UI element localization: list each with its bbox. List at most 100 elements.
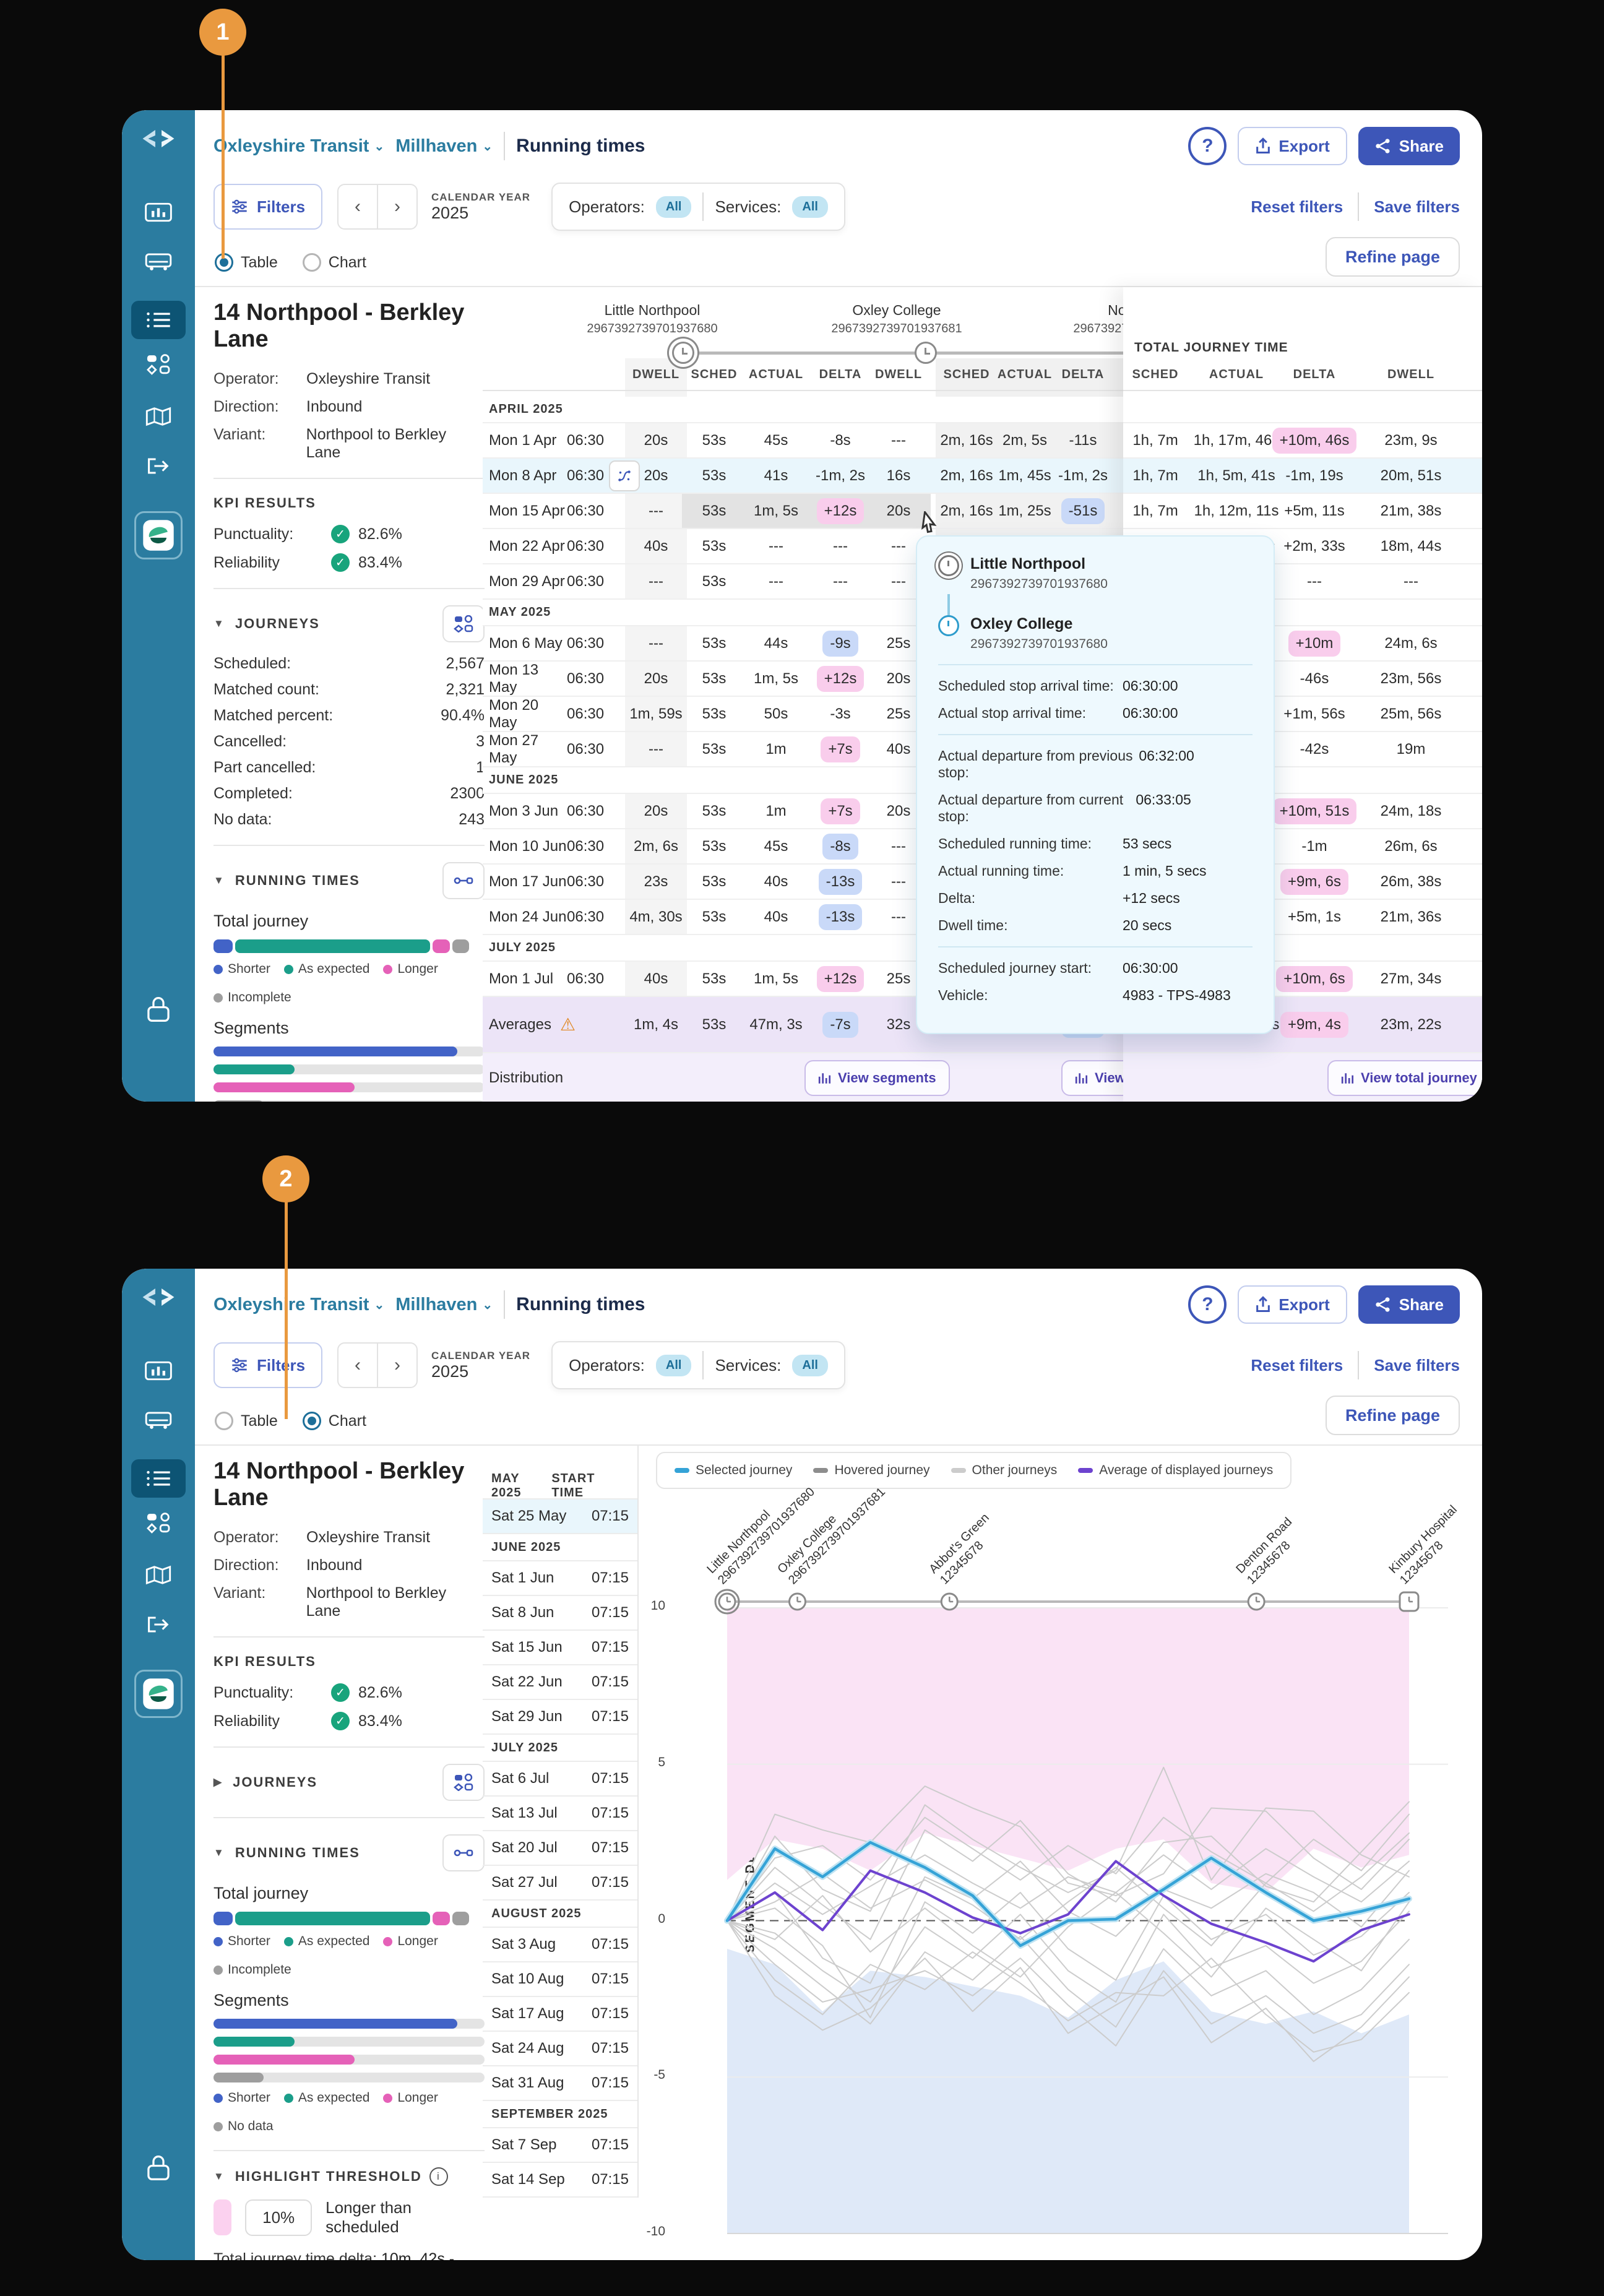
lock-icon[interactable] [122,2154,195,2182]
table-cell[interactable]: 2m, 16s [940,502,993,519]
prev-period-button[interactable]: ‹ [338,1344,379,1387]
journey-date-item[interactable]: Sat 10 Aug 07:15 [483,1962,637,1997]
table-cell[interactable]: 20s [644,431,668,449]
table-cell[interactable]: -1m, 2s [1058,467,1108,484]
journey-date[interactable]: Mon 10 Jun [489,837,567,855]
journey-date-item[interactable]: Sat 14 Sep 07:15 [483,2163,637,2198]
journey-date[interactable]: Mon 1 Apr [489,431,557,449]
journey-date[interactable]: Mon 15 Apr [489,502,565,519]
journey-date[interactable]: Mon 13 May [489,661,539,696]
list-icon[interactable] [122,1459,195,1498]
journey-date[interactable]: Mon 20 May [489,696,539,731]
operator-menu[interactable]: Oxleyshire Transit ⌄ [213,136,385,156]
table-cell[interactable]: 53s [702,970,727,987]
journeys-matrix-button[interactable] [442,605,485,642]
journey-date-item[interactable]: Sat 8 Jun 07:15 [483,1596,637,1631]
journey-date[interactable]: Mon 1 Jul [489,970,554,987]
table-cell[interactable]: -1m, 2s [815,467,865,484]
refine-page-button[interactable]: Refine page [1325,1396,1460,1435]
services-all-chip[interactable]: All [792,1354,828,1376]
table-cell[interactable]: 23m, 22s [1380,1016,1442,1033]
filters-button[interactable]: Filters [213,184,323,230]
table-cell[interactable]: 1h, 5m, 41s [1197,467,1275,484]
reset-filters-link[interactable]: Reset filters [1251,197,1343,216]
table-cell[interactable]: 2m, 16s [940,467,993,484]
table-cell[interactable]: +5m, 1s [1287,908,1342,925]
column-header[interactable]: ACTUAL [997,367,1053,381]
journey-date-item[interactable]: Sat 24 Aug 07:15 [483,2032,637,2066]
table-cell[interactable]: -13s [808,900,873,934]
journey-date-item[interactable]: Sat 3 Aug 07:15 [483,1928,637,1962]
table-cell[interactable]: --- [833,537,848,555]
app-green-icon[interactable] [122,511,195,559]
table-cell[interactable]: 20s [886,802,911,819]
table-cell[interactable]: --- [1404,572,1418,590]
next-period-button[interactable]: › [394,1355,401,1375]
table-cell[interactable]: 53s [702,908,727,925]
share-button[interactable]: Share [1358,1285,1460,1324]
info-icon[interactable]: i [429,2167,448,2186]
table-cell[interactable]: 2m, 6s [633,837,679,855]
table-cell[interactable]: -7s [808,997,873,1052]
table-cell[interactable]: +7s [808,732,873,766]
column-header[interactable]: SCHED [691,367,738,381]
sign-out-icon[interactable] [122,455,195,477]
table-cell[interactable]: 26m, 38s [1380,873,1442,890]
table-cell[interactable]: 1m, 45s [998,467,1051,484]
table-cell[interactable]: 53s [702,740,727,757]
journey-date-item[interactable]: Sat 25 May 07:15 [483,1500,637,1534]
table-cell[interactable]: 2m, 16s [940,431,993,449]
table-cell[interactable]: 23s [644,873,668,890]
table-cell[interactable]: +12s [808,962,873,996]
area-menu[interactable]: Millhaven ⌄ [395,136,493,156]
linked-journey-icon[interactable] [609,460,640,491]
table-cell[interactable]: 20s [886,670,911,687]
view-segments-button[interactable]: View segments [1061,1060,1123,1096]
running-times-section-header[interactable]: ▼ RUNNING TIMES [213,1834,485,1871]
reset-filters-link[interactable]: Reset filters [1251,1355,1343,1375]
column-header[interactable]: DWELL [632,367,680,381]
journey-date[interactable]: Mon 24 Jun [489,908,567,925]
chart-view-radio[interactable]: Chart [302,253,366,272]
table-cell[interactable]: 40s [886,740,911,757]
table-cell[interactable]: 1m, 5s [744,494,808,528]
help-icon[interactable]: ? [1188,1285,1227,1324]
table-cell[interactable]: 41s [764,467,788,484]
table-cell[interactable]: 1h, 7m [1132,467,1178,484]
table-cell[interactable]: +5m, 11s [1284,502,1345,519]
journey-date[interactable]: Mon 6 May [489,634,563,652]
operators-all-chip[interactable]: All [655,1354,692,1376]
table-cell[interactable]: 25s [886,705,911,722]
table-cell[interactable]: 1h, 17m, 46s [1193,431,1280,449]
table-cell[interactable]: 53s [702,634,727,652]
table-cell[interactable]: -3s [830,705,851,722]
table-cell[interactable]: 53s [702,705,727,722]
table-view-radio[interactable]: Table [215,1412,278,1430]
column-header[interactable]: DELTA [1293,367,1336,381]
threshold-pct-input[interactable]: 10% [245,2199,313,2236]
map-icon[interactable] [122,1564,195,1586]
table-cell[interactable]: 44s [764,634,788,652]
area-menu[interactable]: Millhaven ⌄ [395,1294,493,1314]
table-cell[interactable]: +12s [808,494,873,528]
table-cell[interactable]: 40s [764,873,788,890]
table-cell[interactable]: --- [891,837,906,855]
bus-icon[interactable] [122,1410,195,1431]
help-icon[interactable]: ? [1188,127,1227,165]
journey-date-item[interactable]: Sat 15 Jun 07:15 [483,1631,637,1665]
chart-view-radio[interactable]: Chart [302,1412,366,1430]
table-cell[interactable]: +12s [808,662,873,696]
column-header[interactable]: DELTA [819,367,862,381]
journey-date-item[interactable]: Sat 27 Jul 07:15 [483,1866,637,1901]
table-cell[interactable]: 32s [886,1016,911,1033]
bar-chart-icon[interactable] [122,202,195,223]
table-cell[interactable]: 25s [886,970,911,987]
table-cell[interactable]: 53s [702,537,727,555]
table-cell[interactable]: 1m, 25s [998,502,1051,519]
operator-service-filters[interactable]: Operators: All Services: All [551,183,845,231]
table-cell[interactable]: 1h, 12m, 11s [1194,502,1279,519]
table-row[interactable]: Mon 15 Apr 06:30 --- 53s 1m, 5s +12s 20s 2m, 16… [483,494,1123,529]
app-green-icon[interactable] [122,1670,195,1718]
operator-menu[interactable]: Oxleyshire Transit ⌄ [213,1294,385,1314]
